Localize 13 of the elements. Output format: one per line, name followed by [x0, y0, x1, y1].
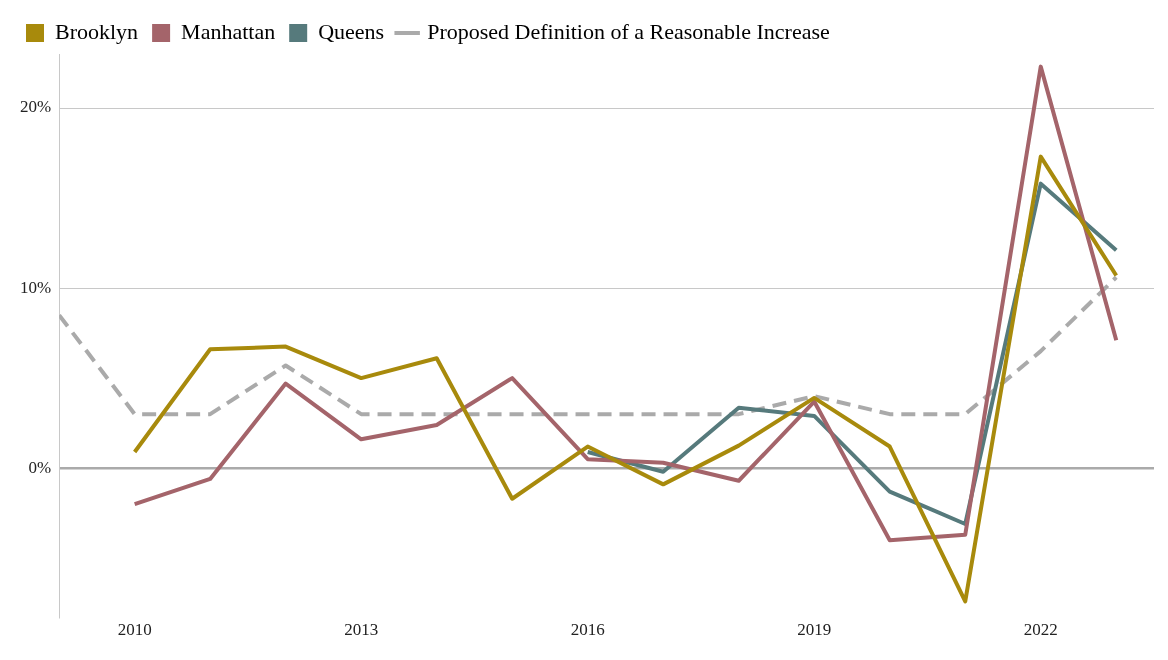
x-tick-label: 2013: [344, 620, 379, 640]
legend-label: Manhattan: [181, 18, 276, 44]
x-tick-label: 2010: [117, 620, 152, 640]
y-tick-label: 10%: [19, 277, 52, 297]
legend-label: Queens: [318, 18, 385, 44]
x-tick-label: 2019: [797, 620, 832, 640]
x-tick-label: 2022: [1023, 620, 1058, 640]
legend-label: Brooklyn: [55, 18, 139, 44]
legend-label: Proposed Definition of a Reasonable Increase: [427, 18, 830, 44]
y-tick-label: 0%: [28, 457, 52, 477]
line-series: [59, 275, 1119, 417]
y-tick-label: 20%: [19, 97, 52, 117]
x-tick-label: 2016: [570, 620, 605, 640]
